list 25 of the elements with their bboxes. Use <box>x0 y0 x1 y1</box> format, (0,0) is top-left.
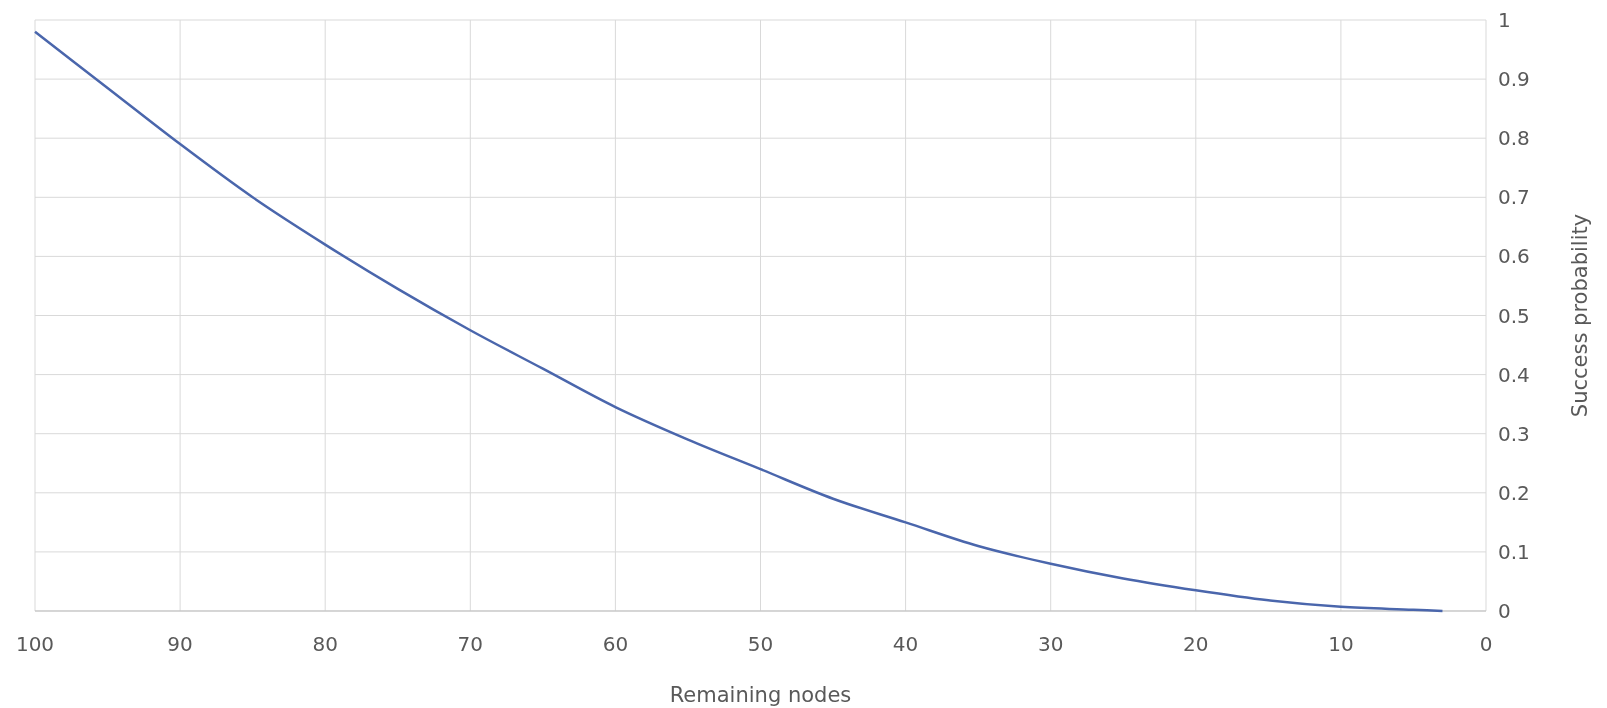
x-tick-label: 0 <box>1479 632 1493 656</box>
x-tick-label: 50 <box>747 632 774 656</box>
x-tick-label: 40 <box>892 632 919 656</box>
x-tick-label: 60 <box>602 632 629 656</box>
y-tick-label: 0.6 <box>1498 244 1530 269</box>
x-tick-label: 10 <box>1328 632 1354 656</box>
y-tick-label: 0.5 <box>1498 303 1530 328</box>
line-series <box>33 30 1444 613</box>
x-tick-label: 30 <box>1037 632 1064 656</box>
y-tick-label: 0.4 <box>1498 362 1530 387</box>
x-tick-label: 90 <box>167 632 193 656</box>
y-tick-label: 0.3 <box>1498 421 1530 446</box>
x-tick-label: 20 <box>1183 632 1209 656</box>
x-axis-title: Remaining nodes <box>669 683 852 707</box>
y-tick-label: 1 <box>1498 8 1511 32</box>
y-tick-label: 0.7 <box>1498 185 1530 210</box>
x-tick-label: 80 <box>312 632 338 656</box>
y-tick-label: 0.8 <box>1498 126 1530 151</box>
y-tick-label: 0.9 <box>1498 67 1530 92</box>
y-tick-label: 0.1 <box>1498 539 1530 564</box>
x-tick-label: 70 <box>457 632 484 656</box>
y-axis-title: Success probability <box>1568 213 1592 418</box>
y-tick-label: 0.2 <box>1498 480 1530 505</box>
y-tick-label: 0 <box>1498 599 1511 623</box>
x-tick-label: 100 <box>15 632 55 656</box>
